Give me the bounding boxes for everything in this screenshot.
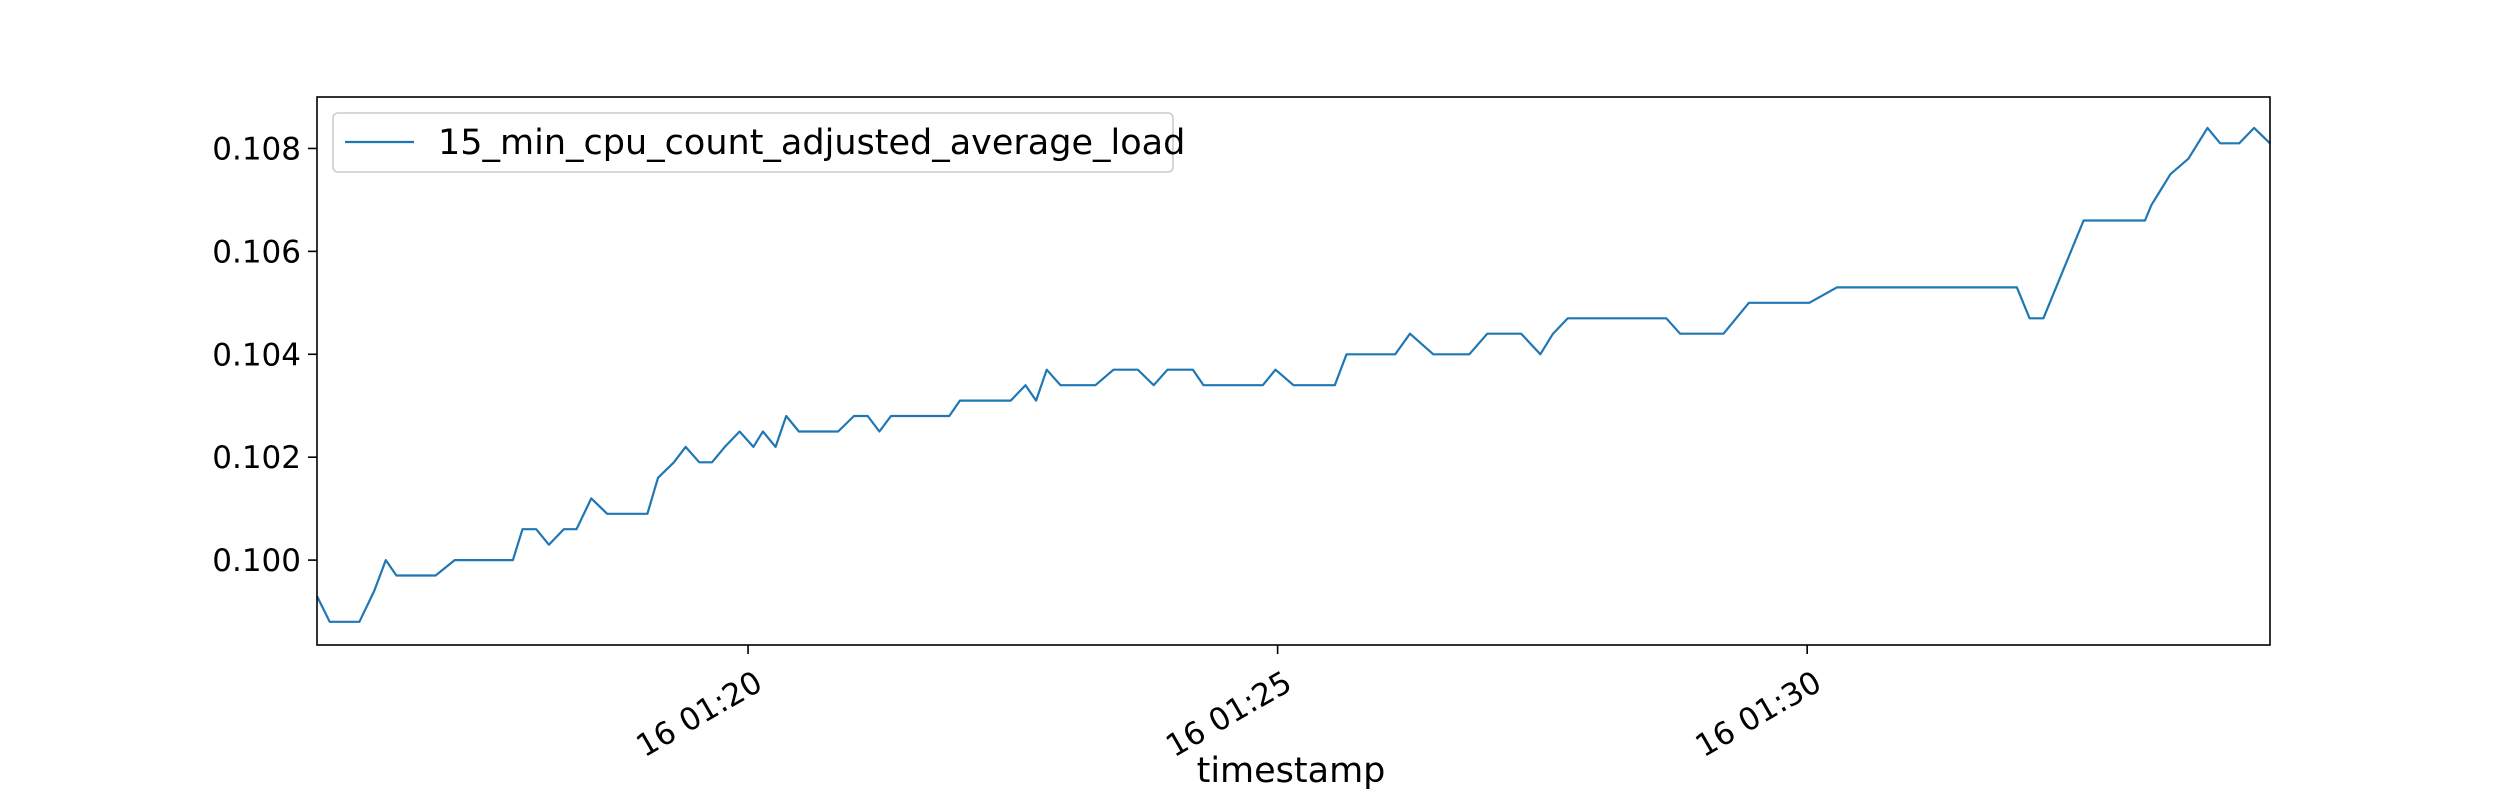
legend-label: 15_min_cpu_count_adjusted_average_load xyxy=(438,123,1185,163)
legend-box xyxy=(332,112,1174,173)
x-tick-label: 16 01:30 xyxy=(1690,664,1828,764)
plot-area xyxy=(317,97,2270,645)
axes-frame xyxy=(316,96,2271,646)
y-tick-label: 0.106 xyxy=(212,234,301,270)
y-tick-label: 0.108 xyxy=(212,131,301,167)
y-tick-label: 0.102 xyxy=(212,440,301,476)
x-axis-label: timestamp xyxy=(1197,751,1386,791)
y-axis-ticks: 0.100 0.102 0.104 0.106 0.108 xyxy=(212,131,317,579)
x-tick-label: 16 01:20 xyxy=(630,664,768,764)
x-tick-label: 16 01:25 xyxy=(1160,664,1298,764)
y-tick-label: 0.100 xyxy=(212,543,301,579)
legend: 15_min_cpu_count_adjusted_average_load xyxy=(332,112,1185,173)
x-axis-ticks: 16 01:20 16 01:25 16 01:30 xyxy=(630,645,1828,765)
y-tick-label: 0.104 xyxy=(212,337,301,373)
series-line xyxy=(316,126,2271,623)
